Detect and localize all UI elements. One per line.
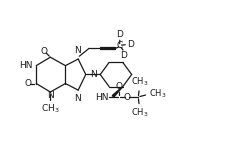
Text: D: D: [117, 30, 123, 39]
Text: C: C: [116, 41, 123, 50]
Polygon shape: [112, 86, 123, 97]
Text: D: D: [127, 40, 134, 49]
Text: N: N: [47, 92, 54, 100]
Text: O: O: [124, 93, 131, 102]
Text: O: O: [41, 47, 48, 56]
Text: CH$_3$: CH$_3$: [41, 103, 60, 115]
Text: HN: HN: [19, 61, 33, 70]
Text: CH$_3$: CH$_3$: [131, 106, 148, 119]
Text: CH$_3$: CH$_3$: [149, 88, 166, 100]
Text: O: O: [116, 82, 123, 91]
Text: D: D: [120, 51, 127, 60]
Text: O: O: [24, 79, 31, 88]
Text: N: N: [74, 94, 81, 103]
Text: N: N: [74, 46, 81, 55]
Text: HN: HN: [95, 93, 108, 102]
Text: N: N: [90, 70, 96, 79]
Text: CH$_3$: CH$_3$: [131, 76, 148, 88]
